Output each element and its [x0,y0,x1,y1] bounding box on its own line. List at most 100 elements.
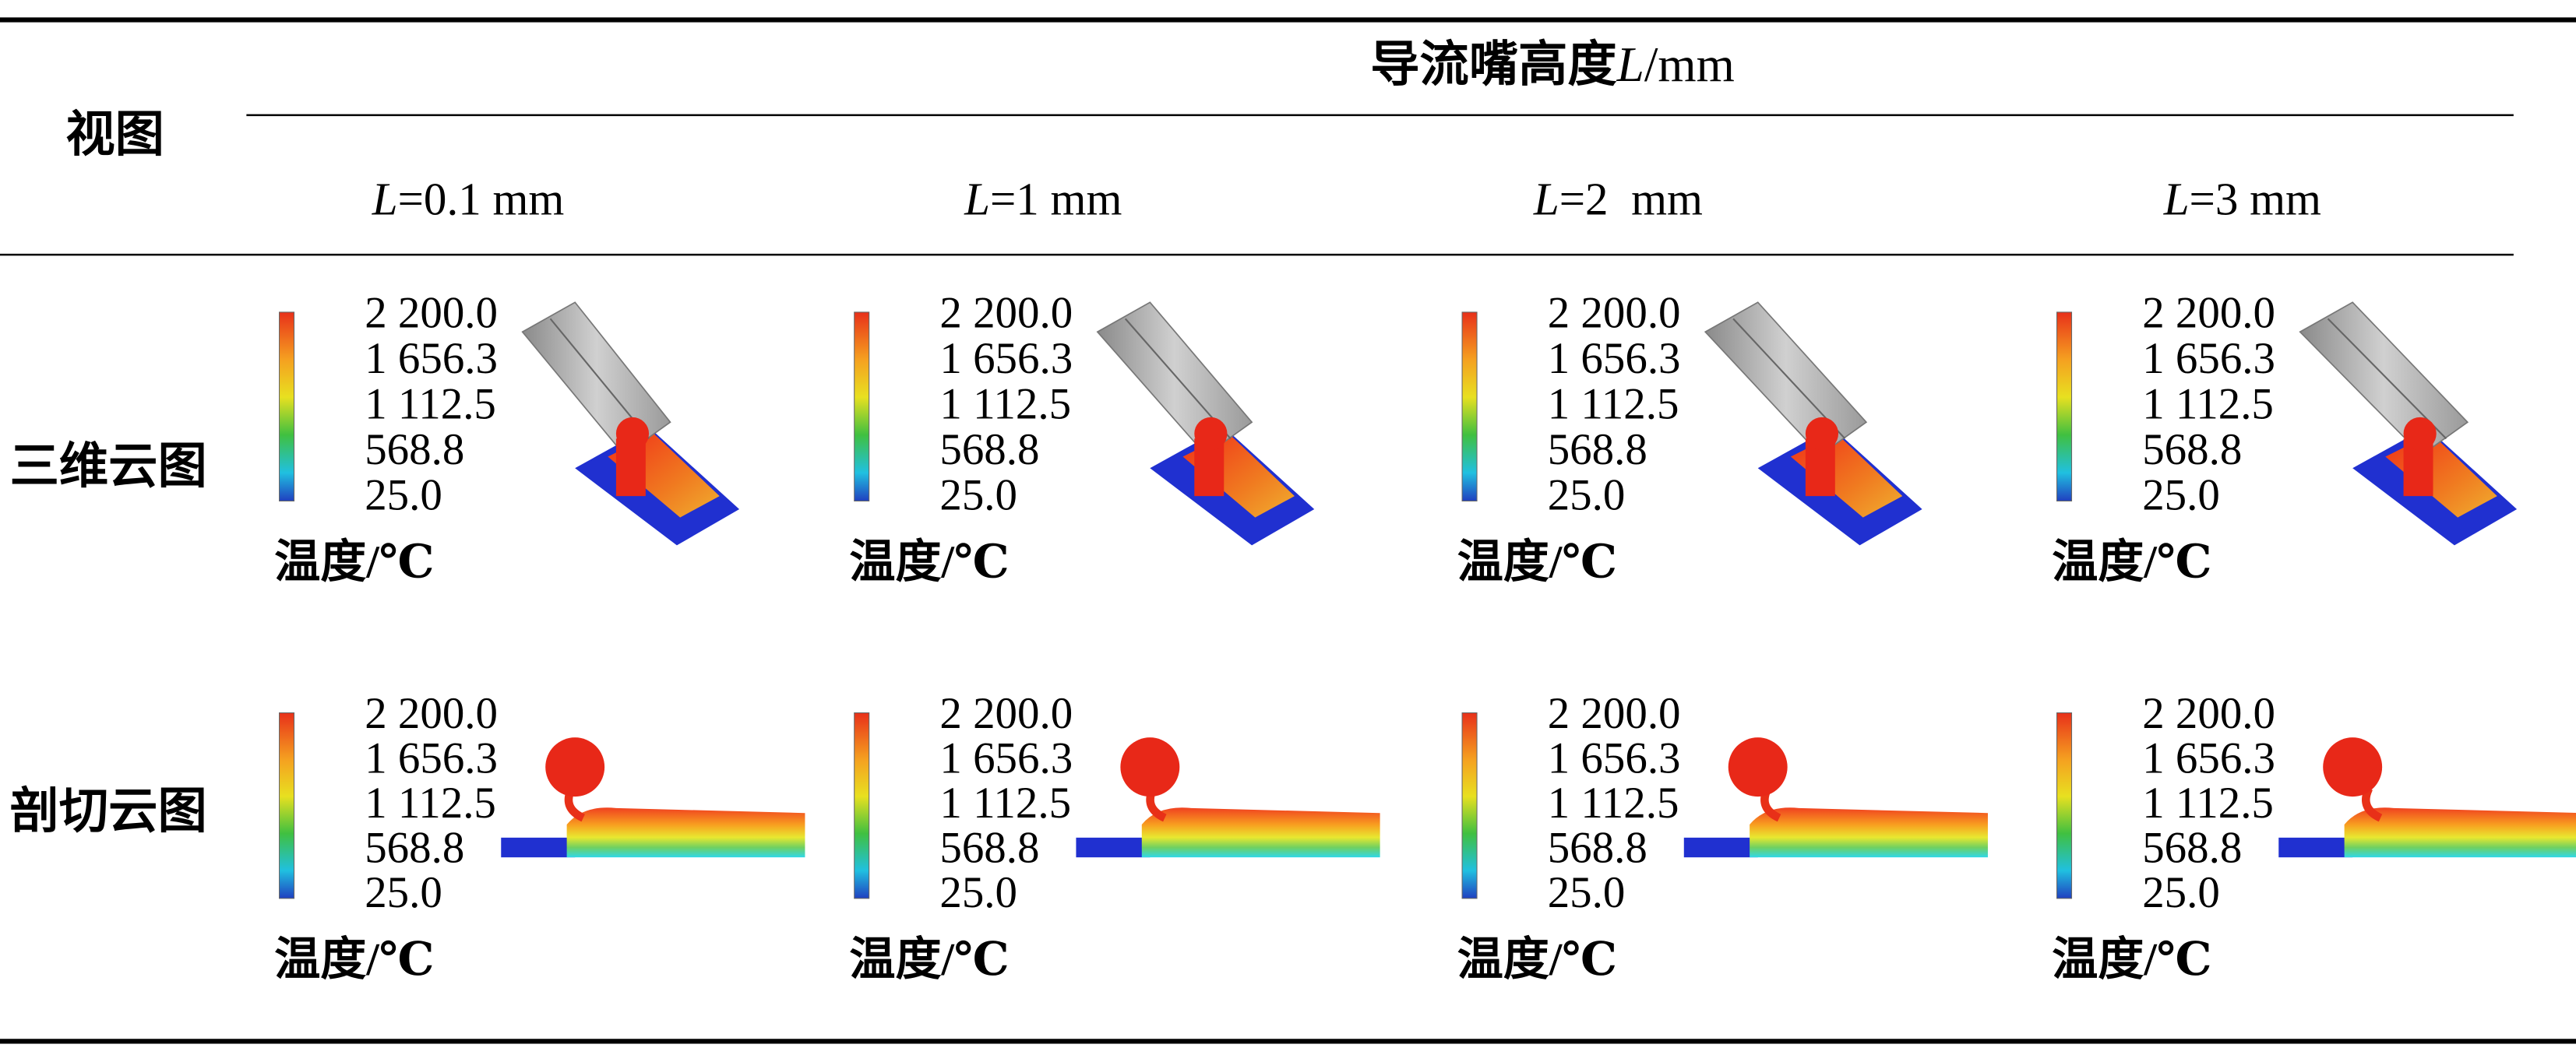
view-header: 视图 [65,107,164,162]
column-symbol: L [372,173,398,224]
legend-tick-label: 1 112.5 [939,379,1071,428]
nozzle [521,301,671,456]
row-label: 剖切云图 [10,784,207,839]
legend-tick-label: 2 200.0 [2142,288,2275,337]
column-text: =1 mm [990,173,1122,224]
legend-tick-label: 568.8 [939,823,1039,872]
legend-tick-label: 2 200.0 [1548,288,1681,337]
substrate [1076,837,1151,858]
legend-tick-label: 25.0 [939,470,1017,519]
legend-title: 温度/℃ [2052,934,2211,985]
legend-tick-label: 1 112.5 [1548,779,1679,828]
droplet [2323,737,2383,797]
legend-title: 温度/℃ [849,934,1009,985]
legend-tick-label: 1 656.3 [939,334,1073,383]
legend-tick-label: 1 656.3 [1548,334,1681,383]
deposit [1141,807,1380,858]
group-symbol: L [1616,37,1644,91]
column-header: L=2 mm [1533,173,1703,224]
legend-title: 温度/℃ [1457,934,1617,985]
column-symbol: L [964,173,990,224]
legend-tick-label: 2 200.0 [939,689,1073,738]
legend-tick-label: 1 656.3 [939,733,1073,782]
legend-tick-label: 25.0 [2142,470,2220,519]
group-header: 导流嘴高度L/mm [1370,37,1735,91]
color-bar [854,311,870,502]
substrate [2278,837,2353,858]
droplet [615,417,650,451]
legend-tick-label: 568.8 [939,425,1039,474]
legend-tick-label: 1 112.5 [1548,379,1679,428]
color-bar [854,712,870,899]
legend-tick-label: 1 656.3 [2142,334,2275,383]
legend-tick-label: 568.8 [1548,823,1647,872]
column-header: L=3 mm [2163,173,2321,224]
legend-tick-label: 568.8 [365,425,464,474]
legend-tick-label: 568.8 [365,823,464,872]
neck [2362,786,2383,822]
droplet [1728,737,1788,797]
column-header: L=0.1 mm [372,173,565,224]
column-symbol: L [1533,173,1559,224]
column-text: =0.1 mm [398,173,565,224]
color-bar [2056,311,2073,502]
legend-tick-label: 25.0 [1548,868,1626,917]
legend-tick-label: 2 200.0 [1548,689,1681,738]
legend-tick-label: 25.0 [365,868,442,917]
color-bar [2056,712,2073,899]
droplet [1120,737,1180,797]
legend-tick-label: 1 656.3 [1548,733,1681,782]
row-label: 三维云图 [10,439,207,494]
nozzle [1704,301,1868,456]
color-bar [279,712,295,899]
droplet [1805,417,1839,451]
legend-tick-label: 568.8 [2142,823,2242,872]
column-header: L=1 mm [964,173,1122,224]
legend-tick-label: 25.0 [1548,470,1626,519]
deposit [2344,807,2576,858]
legend-title: 温度/℃ [2052,536,2211,587]
legend-tick-label: 1 656.3 [365,733,498,782]
legend-title: 温度/℃ [1457,536,1617,587]
droplet [545,737,605,797]
column-text: =2 mm [1559,173,1703,224]
legend-tick-label: 25.0 [939,868,1017,917]
legend-tick-label: 1 656.3 [365,334,498,383]
droplet [2403,417,2437,451]
substrate [501,837,576,858]
deposit [1750,807,1988,858]
nozzle [1096,301,1253,456]
legend-title: 温度/℃ [274,934,434,985]
legend-tick-label: 1 112.5 [2142,379,2274,428]
legend-tick-label: 568.8 [2142,425,2242,474]
legend-tick-label: 2 200.0 [365,288,498,337]
droplet [1194,417,1228,451]
legend-title: 温度/℃ [274,536,434,587]
substrate [1683,837,1758,858]
deposit [566,807,805,858]
legend-tick-label: 1 656.3 [2142,733,2275,782]
color-bar [279,311,295,502]
legend-tick-label: 2 200.0 [939,288,1073,337]
group-suffix: /mm [1644,37,1735,91]
legend-tick-label: 2 200.0 [365,689,498,738]
legend-tick-label: 1 112.5 [365,379,496,428]
column-text: =3 mm [2190,173,2321,224]
legend-tick-label: 25.0 [365,470,442,519]
legend-tick-label: 25.0 [2142,868,2220,917]
legend-tick-label: 1 112.5 [365,779,496,828]
nozzle-edge [2327,318,2447,440]
group-prefix: 导流嘴高度 [1370,37,1616,91]
color-bar [1461,712,1478,899]
legend-tick-label: 1 112.5 [2142,779,2274,828]
legend-tick-label: 1 112.5 [939,779,1071,828]
